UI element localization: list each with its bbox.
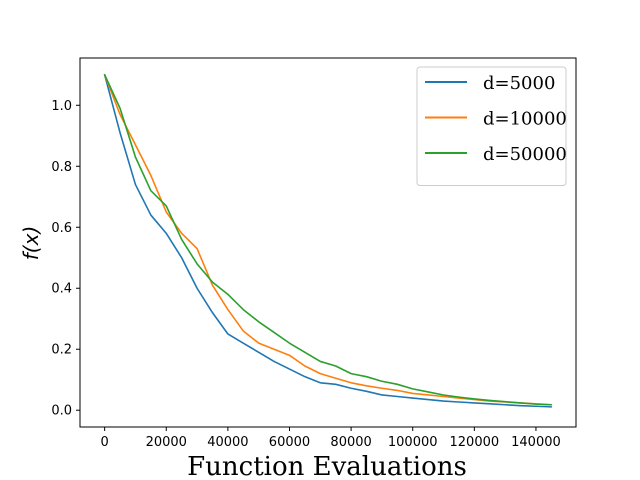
y-tick-label: 0.0 (51, 404, 72, 419)
legend-label-d=10000: d=10000 (483, 109, 567, 130)
x-axis: 0 20000 40000 60000 80000 100000 120000 140000 (101, 427, 561, 450)
series-line-d=50000 (103, 73, 553, 406)
series-line-d=5000 (103, 73, 553, 408)
y-tick-label: 0.6 (51, 221, 72, 236)
y-tick-label: 0.2 (51, 343, 72, 358)
x-tick-label: 40000 (207, 435, 248, 450)
x-tick-label: 80000 (330, 435, 371, 450)
legend-box (416, 66, 567, 186)
axes-frame (79, 57, 577, 428)
y-tick-label: 0.4 (51, 282, 72, 297)
x-tick-label: 120000 (450, 435, 500, 450)
legend: d=5000 d=10000 d=50000 (416, 66, 567, 186)
x-tick-label: 100000 (388, 435, 438, 450)
x-tick-label: 60000 (269, 435, 310, 450)
y-tick-label: 0.8 (51, 160, 72, 175)
x-tick-label: 20000 (146, 435, 187, 450)
y-axis-label: f(x) (19, 226, 43, 260)
legend-label-d=50000: d=50000 (483, 144, 567, 165)
plot-area (79, 57, 577, 428)
x-axis-label: Function Evaluations (187, 452, 467, 480)
y-tick-label: 1.0 (51, 99, 72, 114)
y-axis: 0.0 0.2 0.4 0.6 0.8 1.0 (51, 99, 80, 419)
x-tick-label: 140000 (511, 435, 561, 450)
legend-label-d=5000: d=5000 (483, 73, 555, 94)
x-tick-label: 0 (101, 435, 109, 450)
